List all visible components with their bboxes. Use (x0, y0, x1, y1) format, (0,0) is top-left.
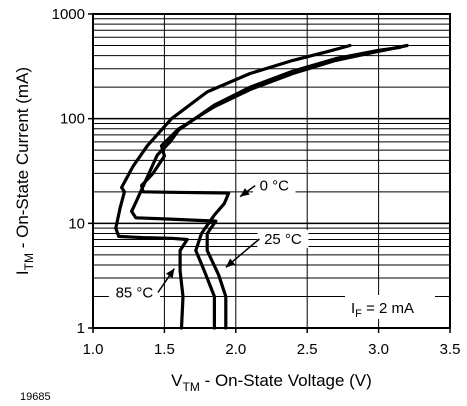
y-tick-label: 100 (60, 111, 85, 128)
y-axis-ticks: 1 10 100 1000 (52, 6, 93, 337)
series-label: 0 °C (260, 178, 290, 195)
grid (93, 14, 450, 328)
x-axis-label-sub: TM (183, 380, 200, 394)
annotation-arrowhead (165, 268, 175, 279)
figure-id: 19685 (20, 391, 51, 403)
condition-label-background (345, 295, 435, 319)
x-tick-label: 2.0 (225, 341, 246, 358)
plot-area (93, 14, 450, 328)
condition-label: IF = 2 mA (351, 300, 414, 320)
series-label: 25 °C (264, 231, 302, 248)
y-tick-label: 10 (68, 215, 85, 232)
x-axis-label-rest: - On-State Voltage (V) (200, 371, 372, 390)
annotations: 0 °C 25 °C 85 °C (108, 176, 309, 302)
y-axis-label-rest: - On-State Current (mA) (13, 67, 32, 253)
y-axis-label-sub: TM (22, 253, 36, 270)
condition-label-main: I (351, 300, 355, 317)
series-line (130, 45, 402, 330)
annotation-background (253, 176, 296, 195)
series-label: 85 °C (116, 284, 154, 301)
x-tick-label: 3.5 (440, 341, 461, 358)
x-tick-label: 1.0 (83, 341, 104, 358)
x-tick-label: 2.5 (297, 341, 318, 358)
annotation-background (108, 283, 160, 302)
plot-frame (92, 13, 451, 329)
curves (114, 43, 409, 330)
annotation-arrowhead (225, 258, 236, 268)
condition-label-sub: F (355, 308, 362, 320)
y-axis-label-main: I (13, 270, 32, 275)
x-axis-ticks: 1.0 1.5 2.0 2.5 3.0 3.5 (83, 328, 461, 358)
x-axis-label: VTM - On-State Voltage (V) (171, 371, 372, 394)
x-tick-label: 3.0 (368, 341, 389, 358)
series-line (140, 43, 409, 330)
y-axis-label: ITM - On-State Current (mA) (13, 67, 36, 275)
y-tick-label: 1 (77, 320, 85, 337)
x-tick-label: 1.5 (154, 341, 175, 358)
x-axis-label-main: V (171, 371, 183, 390)
condition-label-box: IF = 2 mA (345, 295, 435, 320)
annotation-background (257, 229, 309, 248)
series-line (114, 43, 352, 330)
annotation-arrowhead (240, 188, 250, 197)
condition-label-rest: = 2 mA (362, 300, 414, 317)
y-tick-label: 1000 (52, 6, 85, 23)
